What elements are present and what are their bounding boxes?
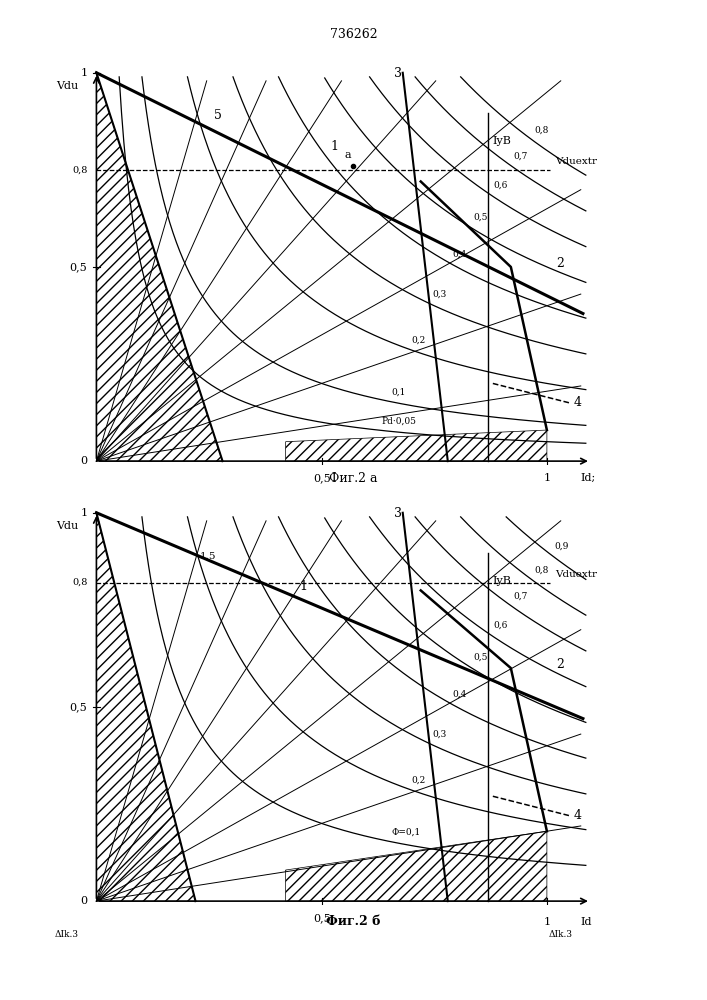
- Text: Id: Id: [580, 917, 592, 927]
- Text: 0,8: 0,8: [72, 165, 88, 174]
- Text: 0,6: 0,6: [493, 181, 508, 190]
- Text: IyB: IyB: [493, 576, 512, 586]
- Text: 0,8: 0,8: [72, 578, 88, 587]
- Text: 2: 2: [556, 658, 563, 671]
- Text: 0,5: 0,5: [312, 473, 331, 483]
- Text: 0,7: 0,7: [514, 152, 528, 161]
- Text: Vduextr: Vduextr: [556, 570, 597, 579]
- Text: Id;: Id;: [580, 473, 596, 483]
- Text: 0,5: 0,5: [473, 653, 487, 662]
- Text: IyB: IyB: [493, 136, 512, 146]
- Text: 0: 0: [81, 896, 88, 906]
- Text: 5: 5: [214, 109, 221, 122]
- Text: 0,5: 0,5: [70, 702, 88, 712]
- Text: 0,2: 0,2: [411, 336, 426, 345]
- Text: Vduextr: Vduextr: [556, 157, 597, 166]
- Text: 0,8: 0,8: [534, 565, 549, 574]
- Text: Фиг.2 б: Фиг.2 б: [327, 915, 380, 928]
- Text: 0,3: 0,3: [432, 730, 446, 739]
- Text: 1: 1: [544, 917, 551, 927]
- Text: 0: 0: [81, 456, 88, 466]
- Text: 1.5: 1.5: [200, 552, 216, 561]
- Text: Vdu: Vdu: [56, 521, 78, 531]
- Text: 0,5: 0,5: [312, 913, 331, 923]
- Text: 1: 1: [299, 580, 307, 593]
- Text: 4: 4: [574, 396, 582, 409]
- Text: 1: 1: [544, 473, 551, 483]
- Text: Φ=0,1: Φ=0,1: [391, 828, 421, 837]
- Text: Pd·0,05: Pd·0,05: [381, 417, 416, 426]
- Text: ΔIk.3: ΔIk.3: [55, 930, 79, 939]
- Text: 1: 1: [331, 140, 339, 153]
- Text: ΔIk.3: ΔIk.3: [549, 930, 573, 939]
- Text: 1: 1: [81, 68, 88, 78]
- Text: 0,2: 0,2: [411, 776, 426, 785]
- Text: 0,5: 0,5: [473, 213, 487, 222]
- Text: 0,5: 0,5: [70, 262, 88, 272]
- Text: Vdu: Vdu: [56, 81, 78, 91]
- Text: 1: 1: [81, 508, 88, 518]
- Text: 0,7: 0,7: [514, 592, 528, 601]
- Text: 3: 3: [395, 507, 402, 520]
- Text: a: a: [344, 150, 351, 160]
- Text: 0,1: 0,1: [391, 388, 406, 397]
- Text: 3: 3: [395, 67, 402, 80]
- Text: 0,6: 0,6: [493, 621, 508, 630]
- Text: 2: 2: [556, 257, 563, 270]
- Text: 0,9: 0,9: [554, 541, 569, 550]
- Text: Фиг.2 a: Фиг.2 a: [329, 472, 378, 485]
- Text: 0,4: 0,4: [452, 689, 467, 698]
- Text: 0,8: 0,8: [534, 125, 549, 134]
- Text: 736262: 736262: [329, 28, 378, 41]
- Text: 0,3: 0,3: [432, 290, 446, 299]
- Text: 4: 4: [574, 809, 582, 822]
- Text: 0,4: 0,4: [452, 249, 467, 258]
